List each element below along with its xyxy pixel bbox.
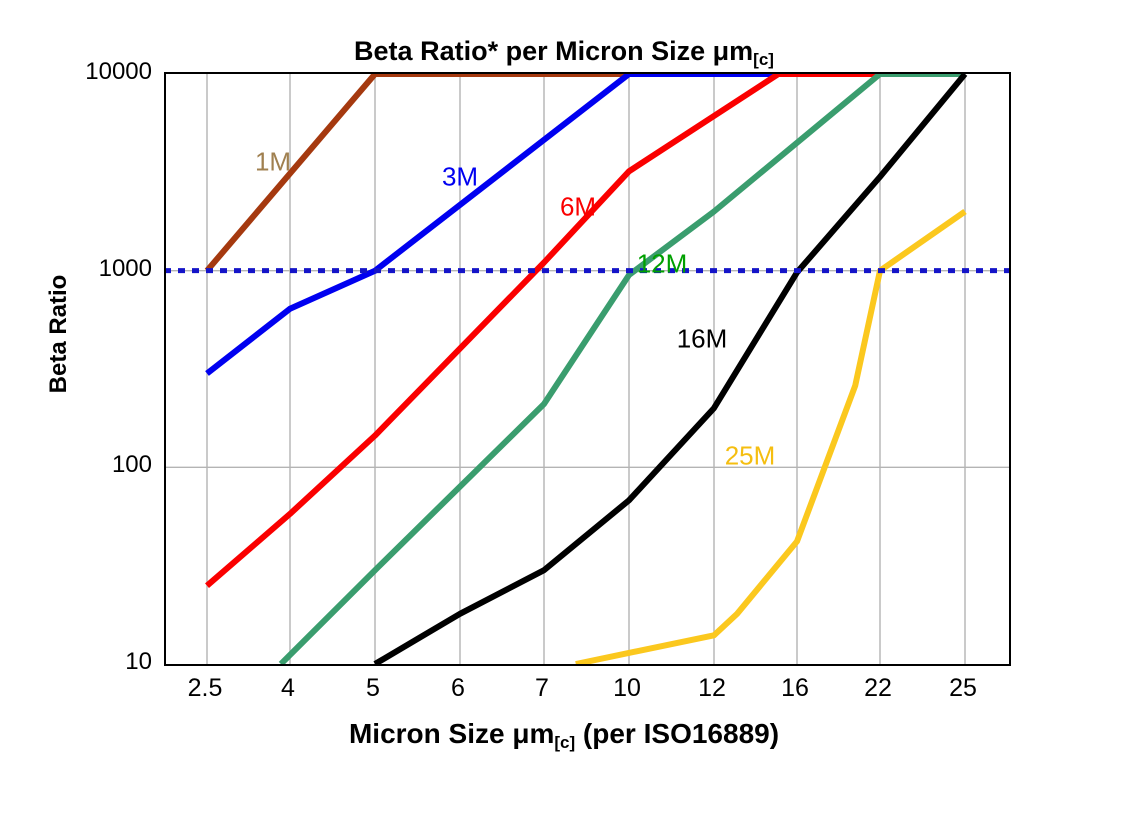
x-tick-label: 5 — [366, 674, 380, 702]
series-lines — [204, 74, 968, 664]
x-tick-label: 22 — [864, 674, 892, 702]
plot-area — [164, 72, 1011, 666]
gridlines — [166, 74, 1009, 664]
chart-canvas — [166, 74, 1009, 664]
series-label-25m: 25M — [724, 440, 776, 471]
x-tick-label: 10 — [613, 674, 641, 702]
x-tick-label: 6 — [451, 674, 465, 702]
y-tick-label: 1000 — [98, 254, 152, 282]
chart-title-main: Beta Ratio* per Micron Size μm — [354, 36, 754, 66]
chart-title-subscript: [c] — [753, 50, 774, 70]
series-line-1m — [204, 74, 965, 273]
series-line-16m — [373, 74, 968, 664]
y-tick-label: 10000 — [85, 58, 152, 85]
y-tick-label: 100 — [111, 451, 152, 479]
y-tick-label: 10 — [125, 648, 152, 675]
series-label-16m: 16M — [676, 323, 728, 354]
chart-title: Beta Ratio* per Micron Size μm[c] — [0, 36, 1128, 70]
series-label-1m: 1M — [254, 146, 292, 177]
x-tick-label: 16 — [781, 674, 809, 702]
x-axis-title-subscript: [c] — [554, 733, 576, 753]
x-tick-label: 12 — [698, 674, 726, 702]
series-label-6m: 6M — [559, 191, 597, 222]
series-line-3m — [205, 74, 965, 376]
series-label-12m: 12M — [636, 248, 688, 279]
x-axis-title-tail: (per ISO16889) — [575, 718, 780, 749]
series-line-25m — [575, 209, 967, 664]
x-tick-label: 7 — [535, 674, 549, 702]
series-line-12m — [278, 74, 965, 664]
series-label-3m: 3M — [441, 161, 479, 192]
x-tick-label: 25 — [949, 674, 977, 702]
x-axis-title-main: Micron Size μm — [348, 718, 555, 749]
y-axis-title: Beta Ratio — [45, 274, 72, 394]
series-line-6m — [205, 74, 965, 588]
x-axis-title: Micron Size μm[c] (per ISO16889) — [0, 718, 1128, 753]
x-tick-label: 4 — [281, 674, 295, 702]
x-tick-label: 2.5 — [187, 674, 223, 702]
